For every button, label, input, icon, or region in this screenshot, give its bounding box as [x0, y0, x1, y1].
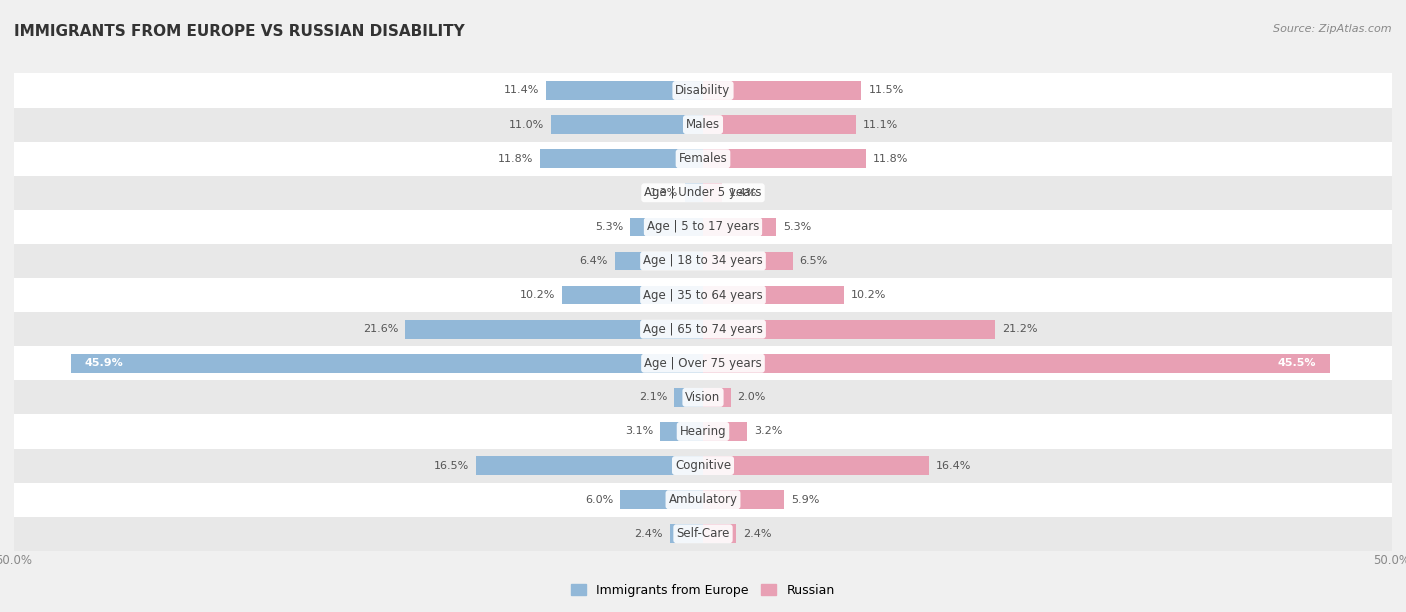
Text: 10.2%: 10.2% — [851, 290, 886, 300]
Bar — [703, 456, 929, 475]
Text: Cognitive: Cognitive — [675, 459, 731, 472]
Text: 3.2%: 3.2% — [754, 427, 782, 436]
Bar — [14, 210, 1392, 244]
Bar — [14, 517, 1392, 551]
Bar — [14, 449, 1392, 483]
Bar — [614, 252, 703, 271]
Bar — [14, 312, 1392, 346]
Text: 11.8%: 11.8% — [873, 154, 908, 163]
Bar — [14, 414, 1392, 449]
Bar — [475, 456, 703, 475]
Bar — [703, 286, 844, 304]
Bar — [703, 217, 776, 236]
Text: 1.3%: 1.3% — [650, 188, 678, 198]
Text: Ambulatory: Ambulatory — [668, 493, 738, 506]
Bar — [14, 380, 1392, 414]
Text: 11.5%: 11.5% — [869, 86, 904, 95]
Bar — [703, 524, 737, 543]
Bar — [703, 184, 723, 202]
Bar — [562, 286, 703, 304]
Text: 2.4%: 2.4% — [634, 529, 664, 539]
Bar — [703, 252, 793, 271]
Text: 16.4%: 16.4% — [936, 461, 972, 471]
Text: 11.1%: 11.1% — [863, 119, 898, 130]
Text: Disability: Disability — [675, 84, 731, 97]
Text: Age | Under 5 years: Age | Under 5 years — [644, 186, 762, 200]
Text: 11.0%: 11.0% — [509, 119, 544, 130]
Text: Males: Males — [686, 118, 720, 131]
Text: 2.1%: 2.1% — [638, 392, 668, 402]
Text: 11.4%: 11.4% — [503, 86, 538, 95]
Bar — [703, 81, 862, 100]
Legend: Immigrants from Europe, Russian: Immigrants from Europe, Russian — [567, 579, 839, 602]
Text: 5.9%: 5.9% — [792, 494, 820, 505]
Text: Vision: Vision — [685, 391, 721, 404]
Bar — [703, 320, 995, 338]
Bar — [620, 490, 703, 509]
Bar — [14, 108, 1392, 141]
Text: 6.0%: 6.0% — [585, 494, 613, 505]
Bar — [703, 354, 1330, 373]
Bar — [546, 81, 703, 100]
Bar — [14, 346, 1392, 380]
Text: 11.8%: 11.8% — [498, 154, 533, 163]
Text: 21.6%: 21.6% — [363, 324, 398, 334]
Text: 5.3%: 5.3% — [783, 222, 811, 232]
Bar — [703, 115, 856, 134]
Bar — [673, 388, 703, 407]
Text: Age | 35 to 64 years: Age | 35 to 64 years — [643, 289, 763, 302]
Text: Age | Over 75 years: Age | Over 75 years — [644, 357, 762, 370]
Text: 3.1%: 3.1% — [626, 427, 654, 436]
Bar — [14, 244, 1392, 278]
Bar — [14, 176, 1392, 210]
Bar — [405, 320, 703, 338]
Bar — [14, 278, 1392, 312]
Bar — [669, 524, 703, 543]
Text: Self-Care: Self-Care — [676, 528, 730, 540]
Bar — [14, 483, 1392, 517]
Text: 6.4%: 6.4% — [579, 256, 607, 266]
Bar — [70, 354, 703, 373]
Text: Hearing: Hearing — [679, 425, 727, 438]
Text: 21.2%: 21.2% — [1002, 324, 1038, 334]
Text: IMMIGRANTS FROM EUROPE VS RUSSIAN DISABILITY: IMMIGRANTS FROM EUROPE VS RUSSIAN DISABI… — [14, 24, 465, 40]
Bar — [703, 490, 785, 509]
Text: Females: Females — [679, 152, 727, 165]
Bar — [540, 149, 703, 168]
Text: 45.5%: 45.5% — [1278, 358, 1316, 368]
Bar — [685, 184, 703, 202]
Text: Age | 5 to 17 years: Age | 5 to 17 years — [647, 220, 759, 233]
Bar — [661, 422, 703, 441]
Text: 16.5%: 16.5% — [433, 461, 468, 471]
Bar — [14, 73, 1392, 108]
Text: 10.2%: 10.2% — [520, 290, 555, 300]
Text: 1.4%: 1.4% — [730, 188, 758, 198]
Text: Source: ZipAtlas.com: Source: ZipAtlas.com — [1274, 24, 1392, 34]
Bar — [551, 115, 703, 134]
Bar — [703, 149, 866, 168]
Text: Age | 18 to 34 years: Age | 18 to 34 years — [643, 255, 763, 267]
Bar — [14, 141, 1392, 176]
Text: 2.0%: 2.0% — [738, 392, 766, 402]
Bar — [703, 388, 731, 407]
Bar — [630, 217, 703, 236]
Bar — [703, 422, 747, 441]
Text: 45.9%: 45.9% — [84, 358, 124, 368]
Text: 5.3%: 5.3% — [595, 222, 623, 232]
Text: Age | 65 to 74 years: Age | 65 to 74 years — [643, 323, 763, 335]
Text: 6.5%: 6.5% — [800, 256, 828, 266]
Text: 2.4%: 2.4% — [742, 529, 772, 539]
